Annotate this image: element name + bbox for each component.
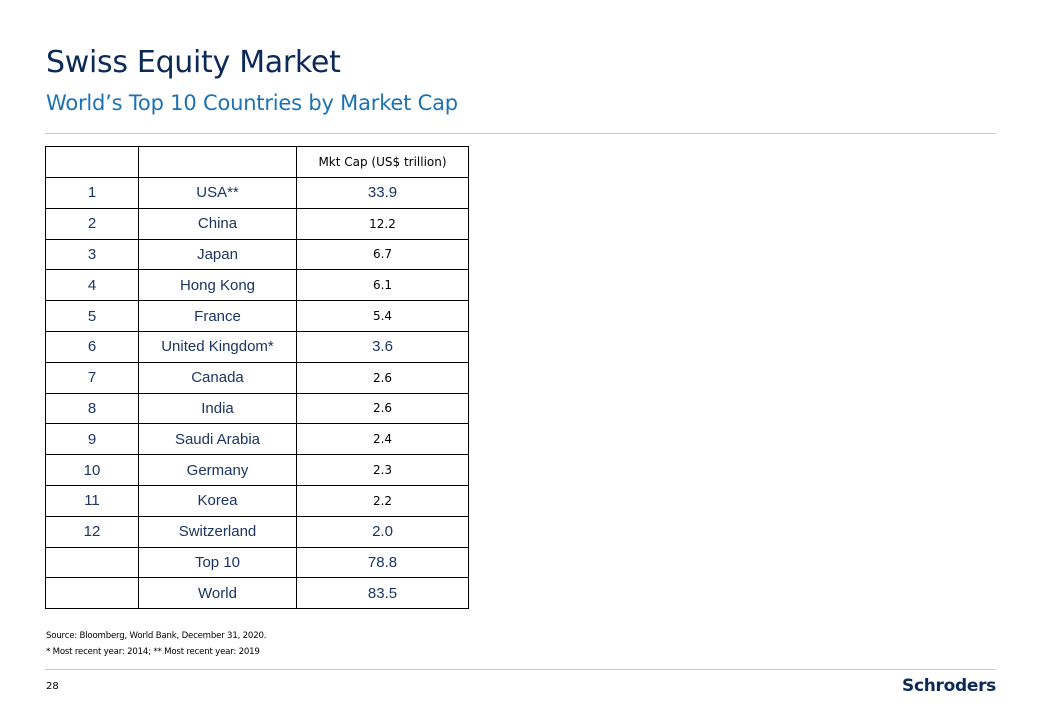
table-row: 9 Saudi Arabia 2.4 bbox=[45, 423, 469, 456]
table-row: 5 France 5.4 bbox=[45, 300, 469, 332]
market-cap-cell: 12.2 bbox=[296, 207, 469, 240]
country-cell: Canada bbox=[138, 361, 297, 394]
market-cap-cell: 6.1 bbox=[296, 269, 469, 302]
table-row: 7 Canada 2.6 bbox=[45, 361, 469, 394]
table-header-row: Mkt Cap (US$ trillion) bbox=[45, 146, 469, 178]
rank-cell: 10 bbox=[45, 454, 139, 486]
market-cap-cell: 2.0 bbox=[296, 515, 469, 548]
rank-cell: 12 bbox=[45, 515, 139, 548]
table-row: 4 Hong Kong 6.1 bbox=[45, 269, 469, 302]
country-cell: Hong Kong bbox=[138, 269, 297, 302]
rank-cell: 2 bbox=[45, 207, 139, 240]
rank-header bbox=[45, 146, 139, 178]
market-cap-header: Mkt Cap (US$ trillion) bbox=[296, 146, 469, 178]
country-cell: India bbox=[138, 392, 297, 425]
market-cap-cell: 2.4 bbox=[296, 423, 469, 456]
rank-cell: 8 bbox=[45, 392, 139, 425]
country-cell: World bbox=[138, 577, 297, 610]
country-cell: Top 10 bbox=[138, 546, 297, 579]
source-note: Source: Bloomberg, World Bank, December … bbox=[46, 631, 267, 641]
page-subtitle: World’s Top 10 Countries by Market Cap bbox=[46, 91, 458, 115]
market-cap-table: Mkt Cap (US$ trillion) 1 USA** 33.9 2 China 1… bbox=[45, 146, 469, 610]
table-row: 11 Korea 2.2 bbox=[45, 484, 469, 517]
market-cap-cell: 33.9 bbox=[296, 177, 469, 209]
table-row: 3 Japan 6.7 bbox=[45, 238, 469, 271]
country-cell: USA** bbox=[138, 177, 297, 209]
rank-cell bbox=[45, 577, 139, 610]
schroders-logo: Schroders bbox=[902, 676, 996, 696]
footer-divider bbox=[45, 669, 996, 670]
country-cell: Korea bbox=[138, 484, 297, 517]
market-cap-cell: 2.3 bbox=[296, 454, 469, 486]
country-cell: United Kingdom* bbox=[138, 330, 297, 363]
country-cell: Japan bbox=[138, 238, 297, 271]
market-cap-cell: 2.6 bbox=[296, 392, 469, 425]
page-title: Swiss Equity Market bbox=[46, 45, 341, 80]
page-number: 28 bbox=[46, 681, 59, 692]
market-cap-cell: 3.6 bbox=[296, 330, 469, 363]
market-cap-cell: 5.4 bbox=[296, 300, 469, 332]
table-body: 1 USA** 33.9 2 China 12.2 3 Japan 6.7 4 Hong Kong 6… bbox=[45, 177, 469, 610]
rank-cell: 1 bbox=[45, 177, 139, 209]
country-header bbox=[138, 146, 297, 178]
market-cap-cell: 78.8 bbox=[296, 546, 469, 579]
table-row: 12 Switzerland 2.0 bbox=[45, 515, 469, 548]
country-cell: Germany bbox=[138, 454, 297, 486]
rank-cell: 4 bbox=[45, 269, 139, 302]
table-row: 8 India 2.6 bbox=[45, 392, 469, 425]
country-cell: France bbox=[138, 300, 297, 332]
country-cell: Saudi Arabia bbox=[138, 423, 297, 456]
table-row: 1 USA** 33.9 bbox=[45, 177, 469, 209]
table-row: 2 China 12.2 bbox=[45, 207, 469, 240]
rank-cell: 6 bbox=[45, 330, 139, 363]
table-row: 10 Germany 2.3 bbox=[45, 454, 469, 486]
year-note: * Most recent year: 2014; ** Most recent… bbox=[46, 647, 260, 657]
rank-cell: 9 bbox=[45, 423, 139, 456]
market-cap-cell: 6.7 bbox=[296, 238, 469, 271]
table-row: 6 United Kingdom* 3.6 bbox=[45, 330, 469, 363]
market-cap-cell: 83.5 bbox=[296, 577, 469, 610]
table-row: Top 10 78.8 bbox=[45, 546, 469, 579]
rank-cell: 5 bbox=[45, 300, 139, 332]
table-row: World 83.5 bbox=[45, 577, 469, 610]
rank-cell bbox=[45, 546, 139, 579]
rank-cell: 11 bbox=[45, 484, 139, 517]
market-cap-cell: 2.6 bbox=[296, 361, 469, 394]
rank-cell: 7 bbox=[45, 361, 139, 394]
market-cap-cell: 2.2 bbox=[296, 484, 469, 517]
rank-cell: 3 bbox=[45, 238, 139, 271]
country-cell: Switzerland bbox=[138, 515, 297, 548]
header-divider bbox=[45, 133, 996, 134]
country-cell: China bbox=[138, 207, 297, 240]
